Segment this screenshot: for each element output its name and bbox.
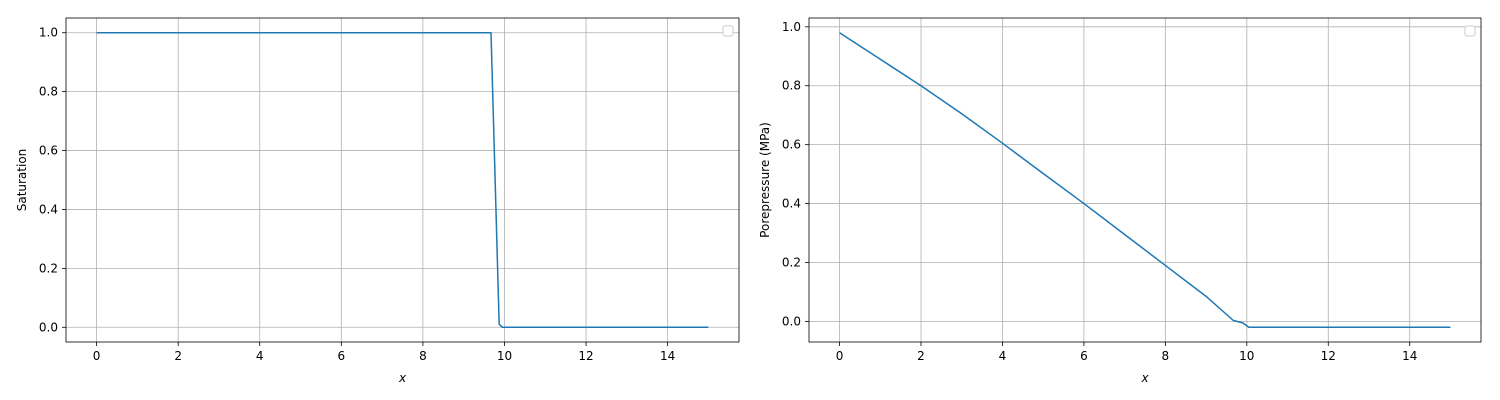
x-tick-label: 12	[1321, 349, 1336, 363]
porepressure-panel: 0 2 4 6 8 10 12 14 0.0 0.2 0.4 0.6 0.8 1.0 x Porepressu…	[758, 17, 1482, 385]
x-axis-label: x	[398, 371, 407, 385]
y-tick-label: 1.0	[39, 26, 58, 40]
y-axis-label: Porepressure (MPa)	[758, 122, 772, 238]
x-tick-label: 6	[337, 349, 345, 363]
legend-box	[1464, 25, 1476, 37]
x-axis-label: x	[1140, 371, 1149, 385]
x-tick-label: 10	[497, 349, 512, 363]
x-tick-label: 6	[1080, 349, 1088, 363]
y-tick-label: 0.4	[39, 202, 58, 216]
x-tick-label: 14	[1402, 349, 1417, 363]
y-axis-label: Saturation	[15, 149, 29, 212]
x-tick-label: 8	[419, 349, 427, 363]
y-tick-label: 0.2	[39, 261, 58, 275]
x-tick-label: 14	[660, 349, 675, 363]
y-tick-label: 0.6	[782, 138, 801, 152]
y-tick-label: 0.4	[782, 197, 801, 211]
y-tick-label: 0.6	[39, 144, 58, 158]
y-tick-label: 0.2	[782, 255, 801, 269]
x-tick-label: 0	[836, 349, 844, 363]
x-tick-label: 0	[93, 349, 101, 363]
y-tick-label: 0.0	[39, 320, 58, 334]
legend-box	[722, 25, 734, 37]
y-tick-label: 0.8	[39, 85, 58, 99]
plot-frame	[808, 17, 1482, 343]
series-line	[839, 32, 1451, 329]
x-tick-label: 4	[256, 349, 264, 363]
x-tick-label: 8	[1162, 349, 1170, 363]
series-line	[96, 31, 709, 329]
x-tick-label: 10	[1239, 349, 1254, 363]
x-tick-label: 2	[174, 349, 182, 363]
x-tick-label: 12	[578, 349, 593, 363]
saturation-panel: 0 2 4 6 8 10 12 14 0.0 0.2 0.4 0.6 0.8 1.0 x Saturation	[15, 17, 740, 385]
x-tick-label: 2	[917, 349, 925, 363]
y-tick-label: 1.0	[782, 20, 801, 34]
y-tick-label: 0.8	[782, 79, 801, 93]
x-tick-label: 4	[999, 349, 1007, 363]
y-tick-label: 0.0	[782, 314, 801, 328]
plot-frame	[65, 17, 740, 343]
